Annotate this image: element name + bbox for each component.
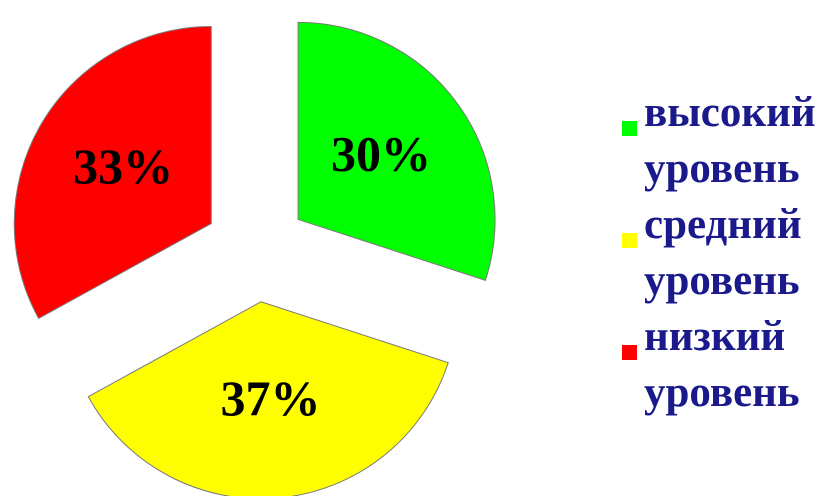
legend-label-3: низкий уровень bbox=[644, 313, 800, 416]
legend-label-1: высокий уровень bbox=[644, 89, 816, 192]
pie-slice-3 bbox=[13, 26, 212, 320]
legend-swatch-3 bbox=[622, 345, 637, 360]
slice-value-label-1: 30% bbox=[331, 126, 431, 182]
legend-item-3: низкий уровень bbox=[622, 313, 800, 416]
pie-slices bbox=[13, 21, 496, 496]
pie-slice-1 bbox=[297, 21, 496, 281]
legend-label-2: средний уровень bbox=[644, 201, 802, 304]
legend-swatch-1 bbox=[622, 121, 637, 136]
legend-item-2: средний уровень bbox=[622, 201, 802, 304]
pie-value-labels: 30% 37% 33% bbox=[73, 126, 431, 427]
slice-value-label-2: 37% bbox=[221, 370, 321, 426]
legend-item-1: высокий уровень bbox=[622, 89, 816, 192]
pie-slice-2 bbox=[87, 301, 449, 496]
slice-value-label-3: 33% bbox=[73, 138, 173, 194]
legend-swatch-2 bbox=[622, 233, 637, 248]
